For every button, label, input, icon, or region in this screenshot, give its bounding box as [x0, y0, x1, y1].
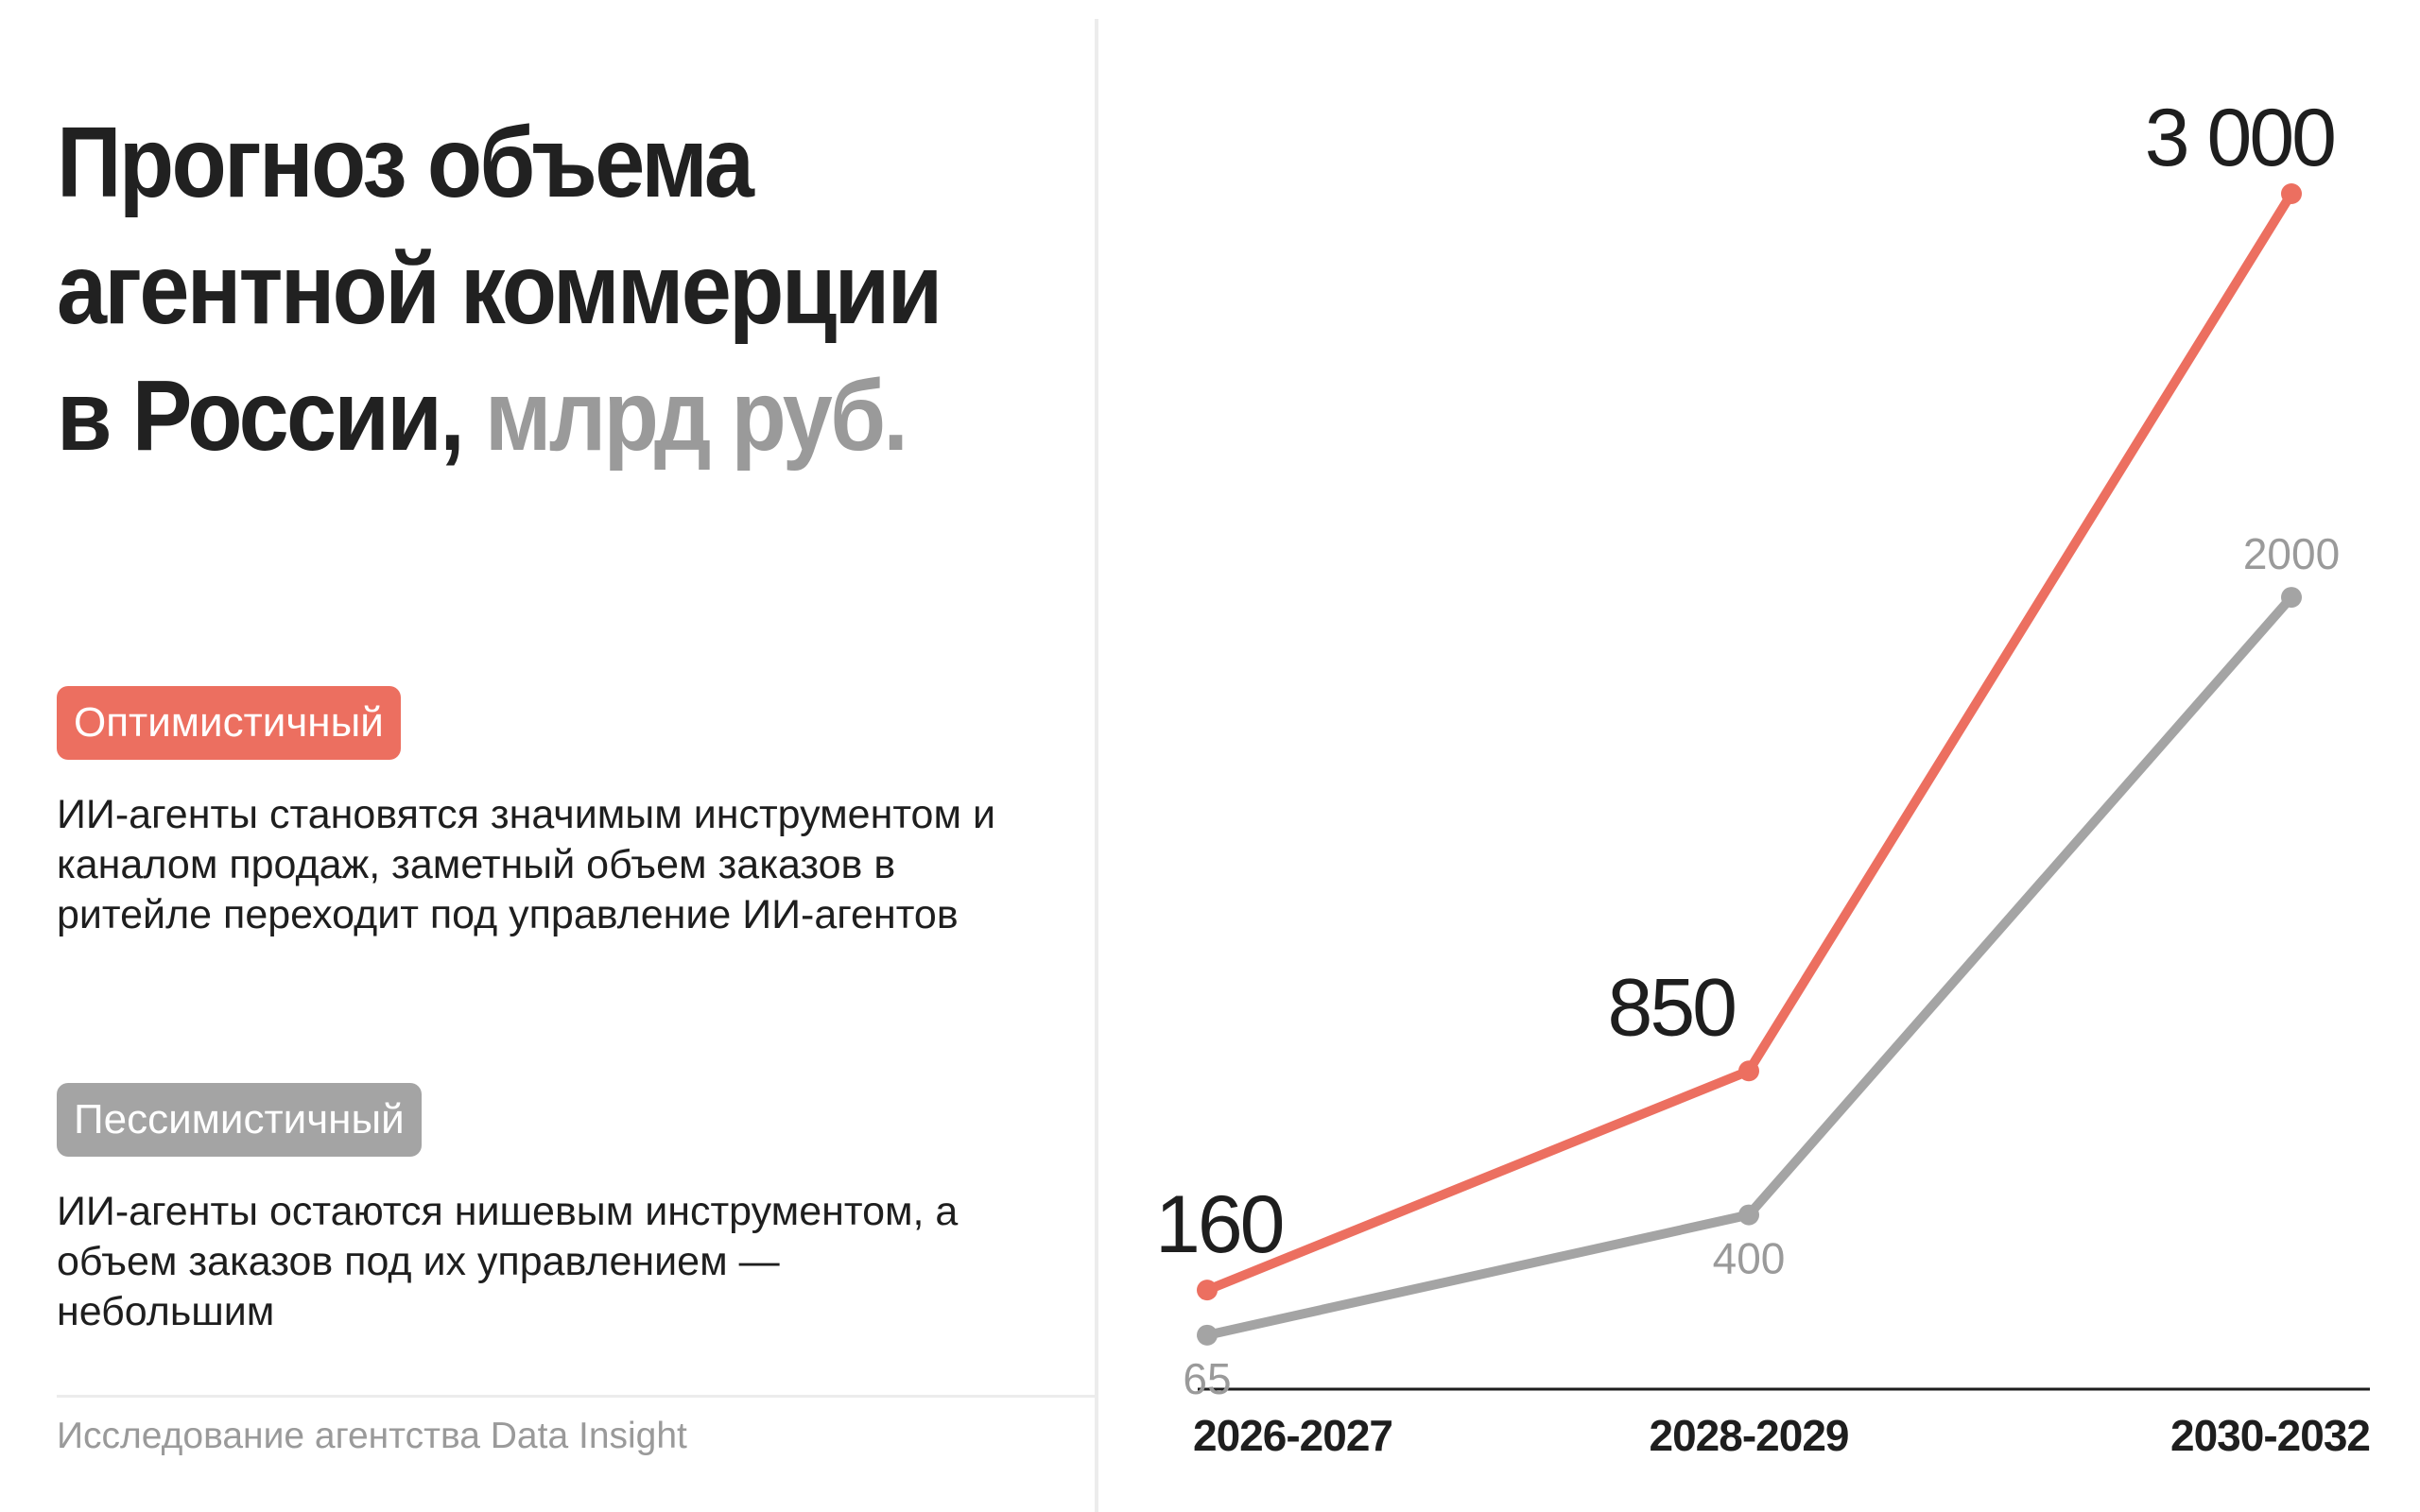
optimistic-data-point — [1738, 1060, 1759, 1082]
optimistic-data-point — [1197, 1280, 1218, 1301]
left-panel: Прогноз объема агентной коммерции в Росс… — [0, 0, 1095, 1512]
x-tick-label: 2030-2032 — [2170, 1411, 2370, 1460]
pessimistic-data-point — [1738, 1204, 1759, 1226]
optimistic-series-line — [1202, 189, 2296, 1296]
pessimistic-badge: Пессимистичный — [57, 1083, 422, 1157]
optimistic-data-label: 160 — [1155, 1179, 1283, 1270]
pessimistic-data-label: 65 — [1183, 1354, 1231, 1403]
source-caption: Исследование агентства Data Insight — [57, 1416, 687, 1456]
pessimistic-description: ИИ-агенты остаются нишевым инструментом,… — [57, 1189, 959, 1334]
pessimistic-data-point — [2281, 587, 2302, 609]
footer-divider — [57, 1395, 1095, 1398]
line-chart: 2026-2027 2028-2029 2030-2032 160 850 3 000 65… — [1098, 0, 2420, 1512]
optimistic-data-point — [2281, 183, 2302, 204]
title-unit: млрд руб. — [484, 360, 908, 472]
vertical-divider — [1095, 19, 1098, 1512]
title-text: Прогноз объема агентной коммерции в Росс… — [57, 107, 942, 472]
pessimistic-data-point — [1197, 1324, 1218, 1346]
optimistic-badge: Оптимистичный — [57, 686, 401, 760]
page-title: Прогноз объема агентной коммерции в Росс… — [57, 99, 959, 479]
x-tick-label: 2026-2027 — [1193, 1411, 1392, 1460]
optimistic-data-label: 850 — [1608, 962, 1736, 1053]
optimistic-description: ИИ-агенты становятся значимым инструмент… — [57, 792, 995, 937]
optimistic-data-label: 3 000 — [2145, 93, 2334, 183]
pessimistic-data-label: 400 — [1713, 1234, 1786, 1283]
x-tick-label: 2028-2029 — [1650, 1411, 1849, 1460]
pessimistic-data-label: 2000 — [2243, 529, 2340, 578]
chart-svg: 2026-2027 2028-2029 2030-2032 160 850 3 000 65… — [1155, 93, 2371, 1460]
